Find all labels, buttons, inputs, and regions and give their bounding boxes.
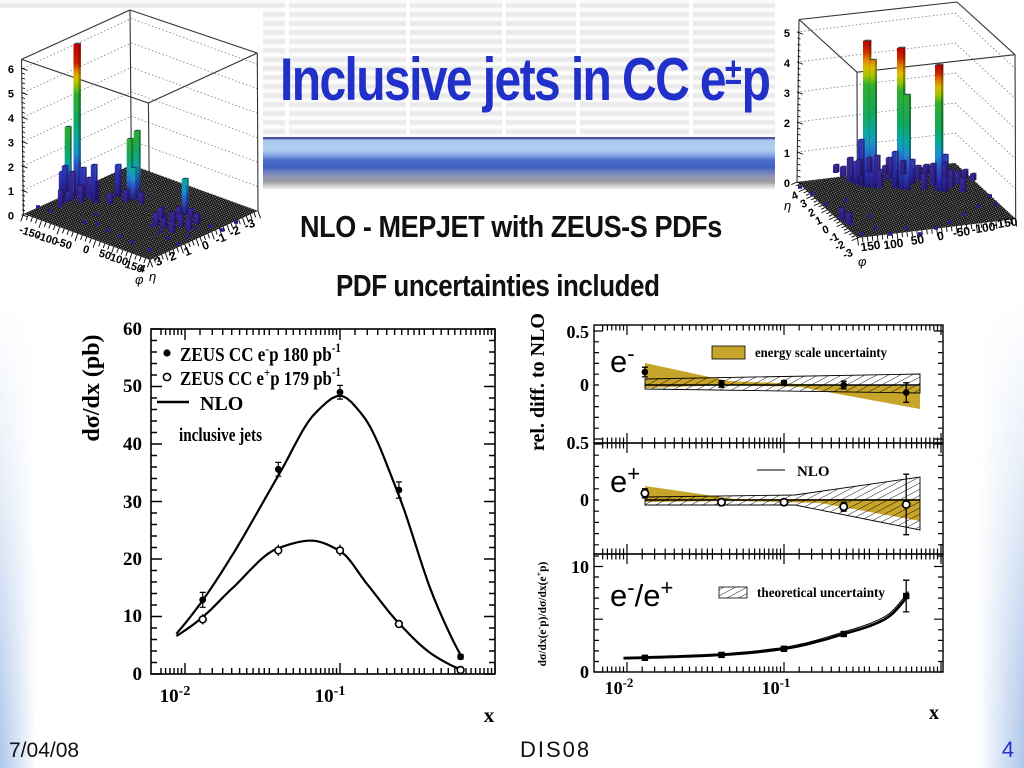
svg-text:0: 0 [936, 229, 945, 244]
svg-text:0.5: 0.5 [567, 433, 590, 453]
svg-text:10-1: 10-1 [315, 684, 346, 707]
svg-text:dσ/dx(e-p)/dσ/dx(e+p): dσ/dx(e-p)/dσ/dx(e+p) [535, 561, 549, 666]
svg-text:0: 0 [580, 662, 589, 682]
svg-text:40: 40 [123, 434, 142, 455]
svg-text:60: 60 [123, 319, 142, 340]
svg-text:5: 5 [8, 89, 14, 101]
svg-text:10: 10 [571, 557, 589, 577]
svg-text:3: 3 [153, 253, 165, 269]
svg-text:4: 4 [137, 262, 147, 276]
svg-text:-1: -1 [213, 230, 228, 247]
svg-text:energy scale uncertainty: energy scale uncertainty [755, 346, 887, 361]
svg-text:φ: φ [135, 272, 144, 287]
svg-text:150: 150 [123, 259, 144, 276]
svg-text:0: 0 [8, 211, 14, 223]
svg-text:ZEUS CC e-p 180 pb-1: ZEUS CC e-p 180 pb-1 [180, 340, 341, 366]
svg-text:-3: -3 [841, 247, 855, 262]
svg-text:rel. diff. to NLO: rel. diff. to NLO [527, 313, 549, 451]
svg-text:5: 5 [784, 28, 790, 40]
svg-text:-3: -3 [242, 216, 257, 233]
svg-text:50: 50 [910, 232, 925, 248]
svg-text:100: 100 [108, 252, 129, 269]
svg-text:0: 0 [580, 375, 589, 395]
svg-text:50: 50 [97, 248, 112, 263]
svg-text:inclusive jets: inclusive jets [179, 425, 262, 446]
svg-text:x: x [929, 702, 939, 724]
svg-text:0: 0 [133, 664, 143, 685]
svg-text:-50: -50 [55, 236, 74, 252]
svg-text:20: 20 [123, 549, 142, 570]
svg-text:1: 1 [182, 243, 194, 259]
svg-text:6: 6 [8, 64, 14, 76]
svg-text:3: 3 [799, 198, 809, 211]
svg-text:-50: -50 [952, 224, 971, 240]
svg-text:dσ/dx (pb): dσ/dx (pb) [79, 334, 105, 441]
svg-text:0: 0 [580, 490, 589, 510]
svg-text:φ: φ [858, 254, 867, 269]
svg-text:10-1: 10-1 [762, 675, 791, 698]
svg-text:e+: e+ [610, 461, 640, 499]
svg-text:theoretical uncertainty: theoretical uncertainty [757, 586, 885, 601]
svg-text:x: x [484, 703, 495, 727]
svg-text:2: 2 [167, 248, 179, 264]
svg-text:η: η [784, 198, 791, 213]
svg-text:0: 0 [784, 178, 790, 190]
svg-text:0.5: 0.5 [567, 322, 590, 342]
svg-text:-2: -2 [833, 239, 847, 254]
svg-text:4: 4 [790, 189, 801, 203]
svg-text:e-/e+: e-/e+ [610, 575, 673, 613]
svg-text:ZEUS CC e+p 179 pb-1: ZEUS CC e+p 179 pb-1 [180, 364, 341, 390]
svg-text:10-2: 10-2 [605, 675, 634, 698]
svg-text:150: 150 [860, 238, 882, 255]
svg-text:1: 1 [814, 215, 824, 228]
svg-text:0: 0 [81, 243, 91, 256]
svg-text:100: 100 [883, 236, 905, 253]
svg-text:-150: -150 [993, 214, 1019, 231]
svg-text:30: 30 [123, 492, 142, 513]
svg-text:NLO: NLO [200, 393, 243, 415]
svg-text:10: 10 [123, 606, 142, 627]
svg-text:-2: -2 [227, 223, 242, 240]
svg-text:2: 2 [8, 162, 14, 174]
svg-text:3: 3 [8, 137, 14, 149]
svg-text:4: 4 [784, 58, 791, 70]
svg-text:0: 0 [821, 224, 831, 237]
svg-text:3: 3 [784, 88, 790, 100]
svg-text:η: η [149, 269, 156, 284]
svg-text:10-2: 10-2 [160, 684, 191, 707]
svg-text:NLO: NLO [797, 464, 830, 480]
svg-text:-100: -100 [971, 219, 997, 236]
svg-text:-1: -1 [827, 231, 841, 246]
svg-text:0: 0 [200, 237, 212, 253]
svg-text:2: 2 [784, 118, 790, 130]
svg-text:4: 4 [8, 113, 15, 125]
svg-text:e-: e- [610, 341, 635, 379]
svg-text:1: 1 [784, 148, 790, 160]
svg-text:2: 2 [807, 207, 817, 220]
svg-text:1: 1 [8, 186, 14, 198]
svg-text:50: 50 [123, 376, 142, 397]
